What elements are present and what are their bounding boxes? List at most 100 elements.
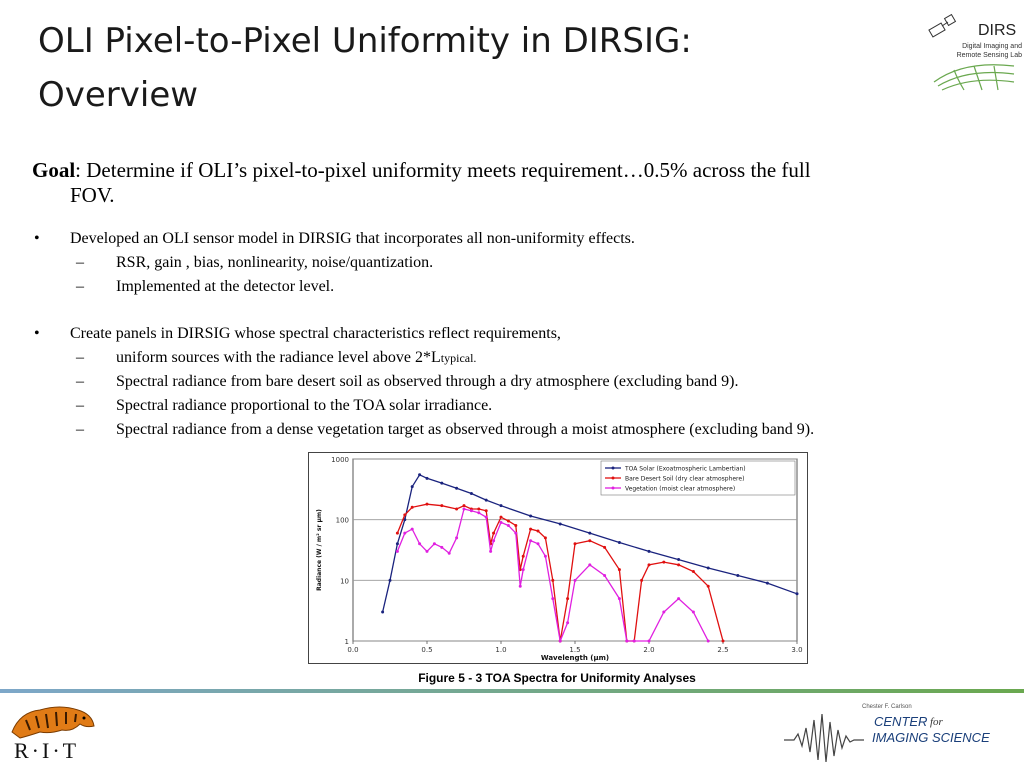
chart-point	[469, 491, 473, 495]
chart-point	[647, 549, 651, 553]
chart-y-tick-label: 100	[336, 517, 349, 525]
chart-legend-marker	[611, 466, 615, 470]
chart-point	[543, 536, 547, 540]
chart-x-tick-label: 2.0	[643, 646, 654, 654]
chart-point	[484, 498, 488, 502]
chart-point	[521, 554, 525, 558]
chart-point	[588, 563, 592, 567]
chart-point	[558, 639, 562, 643]
chart-point	[410, 505, 414, 509]
chart-point	[388, 578, 392, 582]
chart-point	[499, 515, 503, 519]
sub-bullet-item: – Spectral radiance from bare desert soi…	[32, 370, 1002, 394]
chart-legend-label: Bare Desert Soil (dry clear atmosphere)	[625, 476, 744, 483]
chart-point	[395, 549, 399, 553]
chart-point	[425, 476, 429, 480]
goal-statement: Goal: Determine if OLI’s pixel-to-pixel …	[32, 158, 1002, 208]
footer-divider	[0, 689, 1024, 693]
chart-point	[403, 513, 407, 517]
chart-point	[603, 545, 607, 549]
sub-bullet-text: Spectral radiance from bare desert soil …	[116, 373, 739, 390]
chart-x-tick-label: 0.0	[347, 646, 358, 654]
chart-point	[529, 514, 533, 518]
chart-point	[489, 549, 493, 553]
chart-point	[381, 610, 385, 614]
chart-point	[492, 539, 496, 543]
chart-point	[677, 563, 681, 567]
chart-point	[506, 524, 510, 528]
spectra-figure: 1 10 100 1000 0.0 0.5 1.0 1.5 2.0 2.5 3.0 Wavelengt…	[308, 452, 808, 664]
chart-point	[529, 539, 533, 543]
chart-point	[395, 531, 399, 535]
dirs-logo-icon	[928, 13, 1015, 91]
chart-point	[440, 504, 444, 508]
sub-bullet-item: – Spectral radiance proportional to the …	[32, 394, 1002, 418]
chart-point	[603, 574, 607, 578]
chart-legend-marker	[611, 486, 615, 490]
dash-symbol: –	[76, 349, 84, 366]
goal-label: Goal	[32, 158, 76, 182]
bullet-item: • Developed an OLI sensor model in DIRSI…	[32, 227, 1002, 251]
figure-caption: Figure 5 - 3 TOA Spectra for Uniformity …	[418, 671, 696, 685]
chart-point	[691, 610, 695, 614]
cis-logo-imaging-science: IMAGING SCIENCE	[872, 730, 990, 745]
chart-point	[514, 531, 518, 535]
chart-point	[662, 560, 666, 564]
bullet-group-1: • Developed an OLI sensor model in DIRSI…	[32, 227, 1002, 299]
chart-point	[588, 539, 592, 543]
sub-bullet-text: RSR, gain , bias, nonlinearity, noise/qu…	[116, 254, 434, 271]
sub-bullet-item: – Implemented at the detector level.	[32, 275, 1002, 299]
sub-bullet-item: – uniform sources with the radiance leve…	[32, 346, 1002, 370]
cis-logo-center: CENTER	[874, 714, 928, 729]
chart-point	[521, 568, 525, 572]
slide-title-line2: Overview	[38, 75, 199, 115]
chart-legend-marker	[611, 476, 615, 480]
sub-bullet-subscript: typical.	[440, 351, 477, 365]
chart-point	[447, 551, 451, 555]
slide-title-line1: OLI Pixel-to-Pixel Uniformity in DIRSIG:	[38, 21, 692, 61]
spectra-chart: 1 10 100 1000 0.0 0.5 1.0 1.5 2.0 2.5 3.0 Wavelengt…	[316, 456, 803, 662]
chart-point	[691, 569, 695, 573]
chart-point	[588, 531, 592, 535]
chart-legend	[600, 460, 796, 496]
cis-logo-line1: Chester F. Carlson	[862, 704, 912, 710]
chart-point	[499, 520, 503, 524]
slide-title: OLI Pixel-to-Pixel Uniformity in DIRSIG:…	[38, 14, 838, 122]
chart-x-tick-label: 3.0	[791, 646, 802, 654]
sub-bullet-text: uniform sources with the radiance level …	[116, 349, 441, 366]
chart-point	[551, 597, 555, 601]
chart-point	[418, 542, 422, 546]
sub-bullet-item: – RSR, gain , bias, nonlinearity, noise/…	[32, 251, 1002, 275]
rit-logo-text: R·I·T	[14, 738, 80, 763]
chart-point	[706, 639, 710, 643]
chart-y-axis-label: Radiance (W / m² sr μm)	[316, 509, 323, 591]
chart-point	[677, 558, 681, 562]
chart-point	[721, 639, 725, 643]
chart-point	[573, 542, 577, 546]
dash-symbol: –	[76, 421, 84, 438]
chart-point	[736, 574, 740, 578]
chart-point	[706, 584, 710, 588]
bullet-text: Create panels in DIRSIG whose spectral c…	[70, 325, 561, 342]
chart-point	[625, 639, 629, 643]
chart-point	[462, 507, 466, 511]
chart-point	[418, 473, 422, 477]
dirs-logo-subtitle: Digital Imaging and Remote Sensing Lab	[956, 43, 1022, 59]
chart-x-tick-label: 1.5	[569, 646, 580, 654]
chart-point	[543, 554, 547, 558]
sub-bullet-text: Spectral radiance from a dense vegetatio…	[116, 421, 815, 438]
chart-point	[795, 592, 799, 596]
chart-point	[566, 621, 570, 625]
sub-bullet-text: Implemented at the detector level.	[116, 278, 335, 295]
chart-point	[617, 597, 621, 601]
bullet-group-2: • Create panels in DIRSIG whose spectral…	[32, 322, 1002, 442]
chart-point	[617, 541, 621, 545]
chart-point	[506, 519, 510, 523]
chart-y-tick-label: 1	[345, 638, 349, 646]
chart-point	[536, 542, 540, 546]
chart-y-tick-label: 10	[340, 577, 349, 585]
chart-point	[477, 507, 481, 511]
bullet-text: Developed an OLI sensor model in DIRSIG …	[70, 230, 635, 247]
chart-legend-label: TOA Solar (Exoatmospheric Lambertian)	[624, 466, 746, 473]
chart-point	[462, 504, 466, 508]
